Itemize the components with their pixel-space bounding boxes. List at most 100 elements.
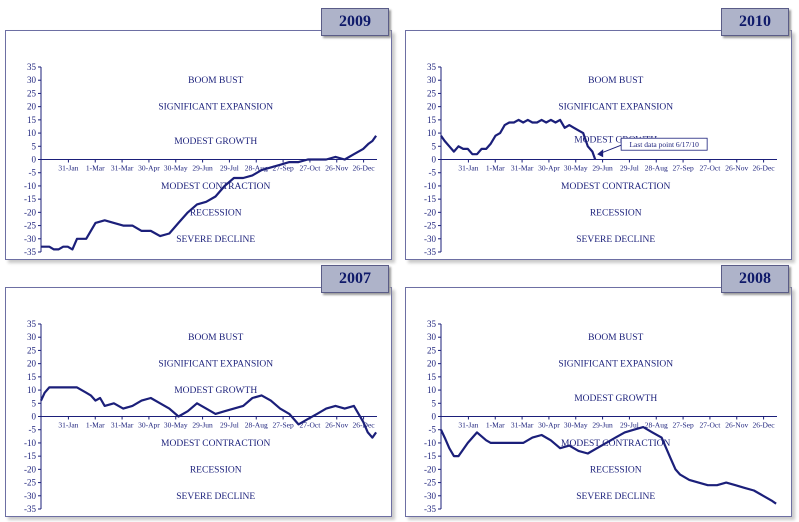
- x-tick-label: 26-Dec: [353, 164, 376, 173]
- y-tick-label: -10: [424, 438, 436, 448]
- zone-label: MODEST GROWTH: [574, 136, 657, 146]
- annotation-label: Last data point 6/17/10: [629, 140, 699, 149]
- y-tick-label: 30: [427, 332, 437, 342]
- x-tick-label: 27-Oct: [300, 164, 322, 173]
- y-tick-label: 0: [32, 412, 37, 422]
- y-tick-label: 5: [32, 398, 37, 408]
- chart-frame: [405, 30, 792, 260]
- zone-label: BOOM BUST: [188, 76, 243, 86]
- zone-label: BOOM BUST: [188, 333, 243, 343]
- chart-frame: [405, 287, 792, 517]
- zone-label: BOOM BUST: [588, 333, 643, 343]
- x-tick-label: 29-Jul: [220, 421, 239, 430]
- x-tick-label: 30-May: [164, 164, 188, 173]
- x-tick-label: 31-Mar: [111, 164, 134, 173]
- y-tick-label: -15: [424, 194, 436, 204]
- y-tick-label: -15: [24, 194, 36, 204]
- y-tick-label: 30: [27, 332, 37, 342]
- y-tick-label: 0: [432, 155, 437, 165]
- y-tick-label: -30: [24, 234, 36, 244]
- x-tick-label: 26-Nov: [325, 421, 348, 430]
- annotation-arrowhead: [597, 149, 604, 158]
- series-line: [440, 118, 597, 160]
- series-line: [40, 386, 377, 439]
- zone-label: MODEST GROWTH: [574, 394, 657, 404]
- x-tick-label: 28-Aug: [245, 421, 268, 430]
- x-tick-label: 27-Sep: [672, 421, 693, 430]
- x-tick-label: 29-Jun: [592, 164, 613, 173]
- chart-panel-2007: 2007 35 30 25 20 15 10 5 0 -5 -10 -15 -20 -25 -30 -35 3…: [5, 265, 395, 520]
- y-tick-label: 30: [27, 75, 37, 85]
- y-tick-label: 35: [27, 319, 37, 329]
- y-tick-label: -5: [29, 168, 37, 178]
- y-tick-label: 35: [427, 319, 437, 329]
- zone-label: MODEST CONTRACTION: [561, 182, 670, 192]
- y-tick-label: 5: [432, 398, 437, 408]
- zone-label: RECESSION: [190, 208, 242, 218]
- zone-label: RECESSION: [590, 465, 642, 475]
- y-tick-label: -30: [424, 491, 436, 501]
- x-tick-label: 1-Mar: [86, 421, 105, 430]
- zone-label: RECESSION: [590, 208, 642, 218]
- zone-label: SEVERE DECLINE: [176, 235, 255, 245]
- zone-label: SIGNIFICANT EXPANSION: [558, 360, 673, 370]
- y-tick-label: -25: [24, 478, 36, 488]
- x-tick-label: 27-Oct: [700, 164, 722, 173]
- chart-panel-2010: 2010 35 30 25 20 15 10 5 0 -5 -10 -15 -20 -25 -30 -35 3…: [405, 8, 795, 263]
- y-tick-label: -30: [24, 491, 36, 501]
- y-tick-label: 35: [27, 62, 37, 72]
- x-tick-label: 26-Nov: [325, 164, 348, 173]
- zone-label: SEVERE DECLINE: [576, 235, 655, 245]
- line-chart-2007: 35 30 25 20 15 10 5 0 -5 -10 -15 -20 -25 -30 -35 31-Jan…: [24, 319, 377, 514]
- y-tick-label: 30: [427, 75, 437, 85]
- y-tick-label: -15: [424, 451, 436, 461]
- y-tick-label: -10: [24, 181, 36, 191]
- y-tick-label: 25: [427, 345, 437, 355]
- zone-label: MODEST CONTRACTION: [161, 439, 270, 449]
- y-tick-label: 15: [27, 372, 37, 382]
- x-tick-label: 27-Sep: [272, 164, 293, 173]
- y-tick-label: 10: [427, 385, 437, 395]
- x-tick-label: 28-Aug: [245, 164, 268, 173]
- x-tick-label: 30-Apr: [538, 421, 560, 430]
- x-tick-label: 27-Oct: [700, 421, 722, 430]
- zone-label: SEVERE DECLINE: [576, 492, 655, 502]
- y-tick-label: -35: [24, 504, 36, 514]
- x-tick-label: 31-Mar: [111, 421, 134, 430]
- y-tick-label: 10: [27, 385, 37, 395]
- x-tick-label: 31-Jan: [58, 164, 78, 173]
- y-tick-label: 0: [32, 155, 37, 165]
- y-tick-label: -20: [424, 464, 436, 474]
- series-line: [41, 135, 378, 251]
- x-tick-label: 31-Jan: [58, 421, 78, 430]
- y-tick-label: -15: [24, 451, 36, 461]
- y-tick-label: 15: [427, 372, 437, 382]
- chart-panel-2008: 2008 35 30 25 20 15 10 5 0 -5 -10 -15 -20 -25 -30 -35 3…: [405, 265, 795, 520]
- chart-frame: [5, 30, 392, 260]
- year-label: 2010: [721, 8, 789, 36]
- zone-label: SIGNIFICANT EXPANSION: [158, 360, 273, 370]
- y-tick-label: 5: [432, 141, 437, 151]
- y-tick-label: -20: [424, 207, 436, 217]
- y-tick-label: -35: [24, 247, 36, 257]
- x-tick-label: 26-Dec: [753, 421, 776, 430]
- y-tick-label: -25: [424, 221, 436, 231]
- x-tick-label: 31-Mar: [511, 164, 534, 173]
- y-tick-label: -25: [24, 221, 36, 231]
- y-tick-label: 25: [27, 88, 37, 98]
- zone-label: MODEST CONTRACTION: [561, 439, 670, 449]
- chart-panel-2009: 2009 35 30 25 20 15 10 5 0 -5 -10 -15 -20 -25 -30 -35 3…: [5, 8, 395, 263]
- y-tick-label: -5: [429, 425, 437, 435]
- y-tick-label: 15: [427, 115, 437, 125]
- y-tick-label: -10: [424, 181, 436, 191]
- x-tick-label: 29-Jun: [192, 421, 213, 430]
- zone-label: RECESSION: [190, 465, 242, 475]
- line-chart-2009: 35 30 25 20 15 10 5 0 -5 -10 -15 -20 -25 -30 -35 31-Jan…: [24, 62, 378, 257]
- y-tick-label: 35: [427, 62, 437, 72]
- x-tick-label: 26-Nov: [725, 421, 748, 430]
- y-tick-label: 20: [427, 102, 437, 112]
- y-tick-label: -35: [424, 504, 436, 514]
- annotation-box: [620, 137, 708, 151]
- y-tick-label: 0: [432, 412, 437, 422]
- x-tick-label: 1-Mar: [86, 164, 105, 173]
